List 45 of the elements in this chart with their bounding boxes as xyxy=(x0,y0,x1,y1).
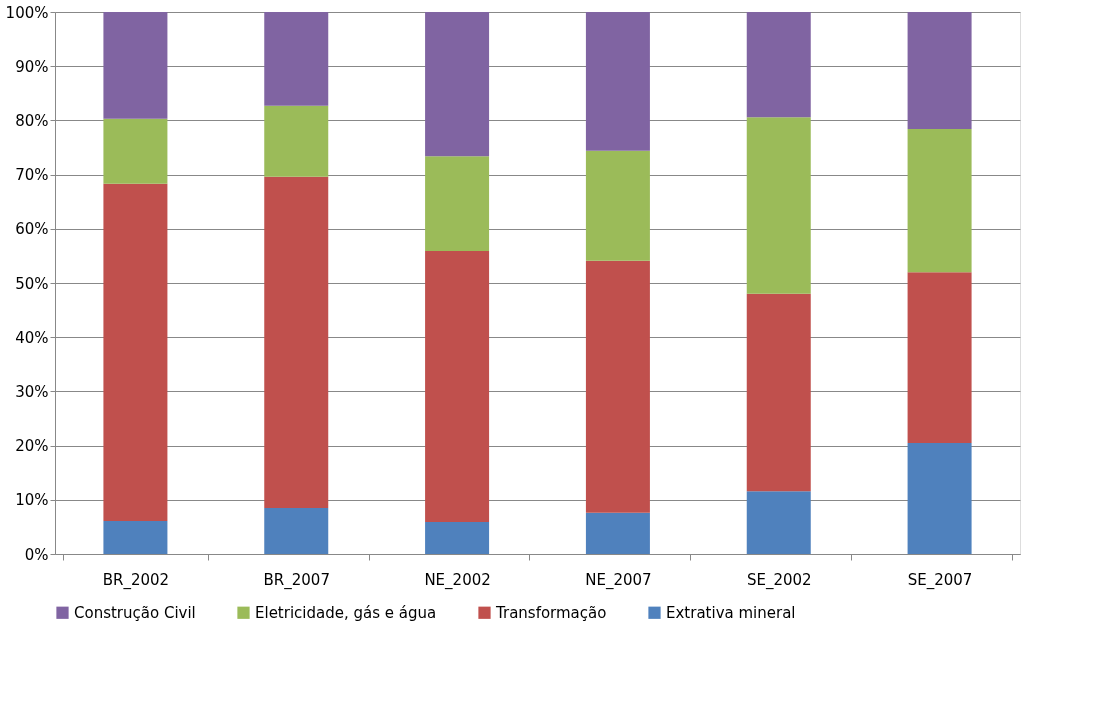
bar xyxy=(103,183,168,521)
bar xyxy=(907,129,972,273)
y-tick-label: 80% xyxy=(15,111,49,130)
x-tick-label: BR_2007 xyxy=(263,570,330,590)
legend-label: Transformação xyxy=(495,603,607,622)
bar xyxy=(264,507,329,554)
bar xyxy=(585,12,650,151)
x-tick-label: BR_2002 xyxy=(102,570,170,590)
bar xyxy=(103,118,168,184)
y-tick-label: 100% xyxy=(5,3,49,22)
x-tick-label: SE_2007 xyxy=(907,570,973,590)
y-tick-label: 40% xyxy=(15,328,49,347)
y-tick-label: 30% xyxy=(15,382,49,401)
bar xyxy=(264,176,329,508)
y-tick-label: 70% xyxy=(15,166,49,185)
bar xyxy=(746,491,811,554)
bar xyxy=(585,150,650,261)
y-tick-label: 60% xyxy=(15,220,49,239)
y-tick-label: 0% xyxy=(24,545,49,564)
bar xyxy=(907,272,972,443)
bar xyxy=(264,105,329,177)
bar xyxy=(746,12,811,118)
x-tick-label: NE_2002 xyxy=(424,570,491,590)
bar xyxy=(746,117,811,294)
bar xyxy=(585,512,650,554)
bar xyxy=(264,12,329,106)
bar xyxy=(746,293,811,492)
x-tick-label: SE_2002 xyxy=(746,570,812,590)
bar xyxy=(425,522,490,554)
bar xyxy=(907,442,972,554)
bar xyxy=(907,12,972,130)
bar xyxy=(425,12,490,157)
bar xyxy=(103,520,168,554)
legend-label: Eletricidade, gás e água xyxy=(255,603,437,622)
y-tick-label: 90% xyxy=(15,57,49,76)
y-tick-label: 10% xyxy=(15,491,49,510)
legend-label: Extrativa mineral xyxy=(666,603,796,622)
x-tick-label: NE_2007 xyxy=(585,570,652,590)
bar xyxy=(425,251,490,523)
y-tick-label: 50% xyxy=(15,274,49,293)
y-tick-label: 20% xyxy=(15,437,49,456)
legend-label: Construção Civil xyxy=(74,603,196,622)
bar xyxy=(425,156,490,252)
bar xyxy=(103,12,168,119)
bar xyxy=(585,260,650,513)
